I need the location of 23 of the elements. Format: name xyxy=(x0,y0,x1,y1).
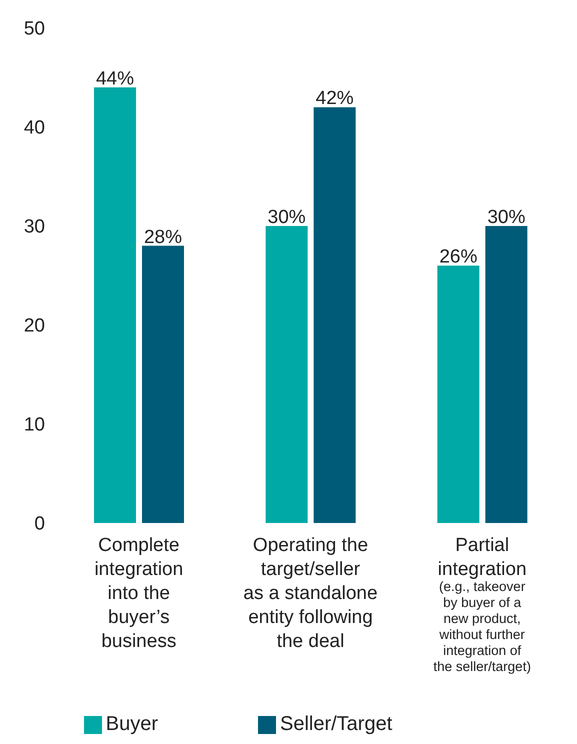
data-label: 30% xyxy=(487,207,526,228)
legend-label: Seller/Target xyxy=(280,713,392,735)
data-label: 44% xyxy=(96,68,134,90)
bar xyxy=(437,266,480,523)
bar xyxy=(314,107,356,523)
data-label: 28% xyxy=(144,226,182,248)
y-tick-label: 30 xyxy=(24,216,45,238)
data-label: 30% xyxy=(268,207,306,228)
data-label: 26% xyxy=(439,246,478,268)
y-tick-label: 0 xyxy=(34,514,45,535)
legend-label: Buyer xyxy=(106,713,158,735)
bar xyxy=(142,246,184,523)
x-tick-label: Operating the target/seller as a standalone entity following the deal xyxy=(243,535,378,652)
bar xyxy=(94,87,136,523)
y-tick-label: 10 xyxy=(24,414,45,436)
y-tick-label: 50 xyxy=(24,18,45,40)
x-tick-label: Partial integration (e.g., takeover by buyer of a new product, without further integration of the seller/target) xyxy=(433,535,531,674)
y-tick-label: 40 xyxy=(24,118,45,139)
bar xyxy=(485,226,528,523)
y-tick-label: 20 xyxy=(24,316,45,337)
bar xyxy=(266,226,308,523)
data-label: 42% xyxy=(316,88,354,110)
x-tick-label: Complete integration into the buyer’s business xyxy=(94,535,184,652)
